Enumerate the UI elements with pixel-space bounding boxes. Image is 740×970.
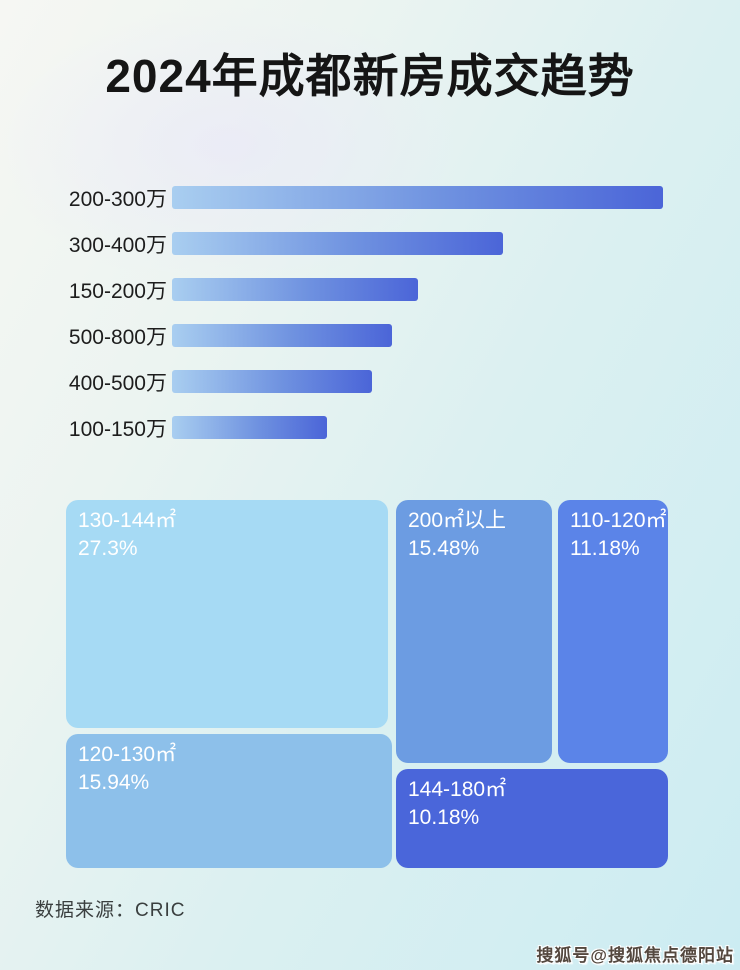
- bar: [172, 232, 503, 255]
- price-bar-chart: 200-300万 300-400万 150-200万 500-800万 400-500万…: [0, 186, 740, 441]
- bar-row: 400-500万: [0, 370, 740, 395]
- treemap-block-value: 11.18%: [570, 537, 640, 560]
- watermark-text: 搜狐号@搜狐焦点德阳站: [536, 946, 734, 965]
- bar: [172, 186, 663, 209]
- bar-category-label: 100-150万: [68, 417, 167, 441]
- page-title: 2024年成都新房成交趋势: [105, 50, 635, 102]
- treemap-block-value: 27.3%: [78, 537, 138, 560]
- data-source-label: 数据来源：CRIC: [35, 900, 186, 921]
- treemap-block-value: 15.94%: [78, 771, 150, 794]
- bar: [172, 324, 392, 347]
- treemap-block: 110-120㎡ 11.18%: [558, 500, 668, 763]
- treemap-block: 120-130㎡ 15.94%: [66, 734, 392, 868]
- bar-row: 100-150万: [0, 416, 740, 441]
- bar-row: 500-800万: [0, 324, 740, 349]
- treemap-block-label: 120-130㎡: [78, 743, 177, 766]
- bar-row: 150-200万: [0, 278, 740, 303]
- bar-row: 300-400万: [0, 232, 740, 257]
- bar-category-label: 400-500万: [68, 371, 167, 395]
- treemap-block-label: 144-180㎡: [408, 778, 507, 801]
- bar-category-label: 200-300万: [68, 187, 167, 211]
- treemap-block-value: 15.48%: [408, 537, 480, 560]
- bar-category-label: 500-800万: [68, 325, 167, 349]
- treemap-block-label: 130-144㎡: [78, 509, 177, 532]
- treemap-block-value: 10.18%: [408, 806, 480, 829]
- bar-category-label: 300-400万: [68, 233, 167, 257]
- bar: [172, 370, 372, 393]
- bar: [172, 416, 327, 439]
- treemap-block-label: 200㎡以上: [408, 509, 507, 532]
- treemap-block: 130-144㎡ 27.3%: [66, 500, 388, 728]
- treemap-block-label: 110-120㎡: [570, 509, 667, 532]
- treemap-block: 200㎡以上 15.48%: [396, 500, 552, 763]
- bar-category-label: 150-200万: [68, 279, 167, 303]
- treemap-block: 144-180㎡ 10.18%: [396, 769, 668, 868]
- bar-row: 200-300万: [0, 186, 740, 211]
- bar: [172, 278, 418, 301]
